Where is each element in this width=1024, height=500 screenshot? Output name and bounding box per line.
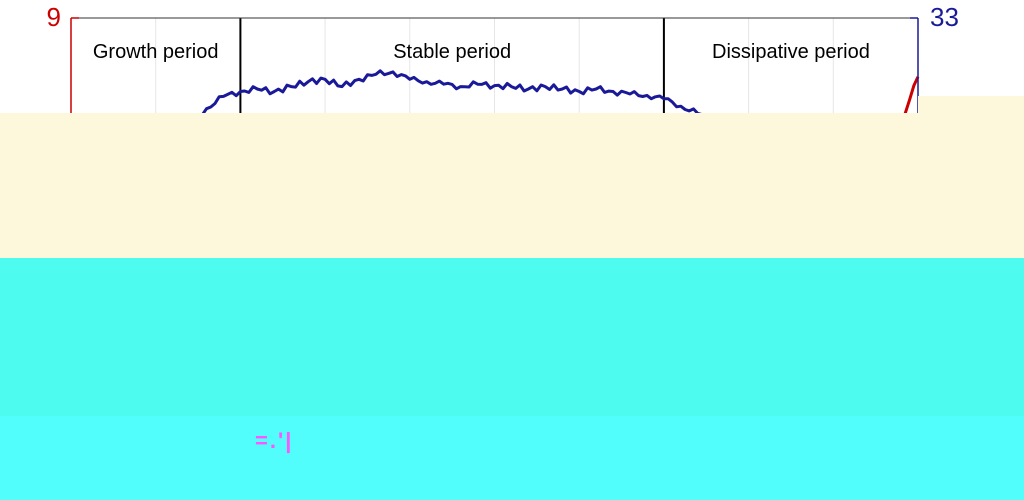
tick-label-right: 33 [930, 2, 959, 32]
artifact-glyphs: =.'| [255, 428, 294, 453]
highlight-band [0, 113, 1024, 258]
tick-label-left: 9 [47, 2, 61, 32]
period-label: Growth period [93, 41, 219, 63]
period-labels: Growth period Stable period Dissipative pe… [93, 41, 870, 63]
highlight-band-right [918, 96, 1024, 258]
period-label: Stable period [393, 41, 511, 63]
artifact-overlay-bottom [0, 416, 1024, 500]
period-label: Dissipative period [712, 41, 870, 63]
artifact-overlay [0, 258, 1024, 416]
